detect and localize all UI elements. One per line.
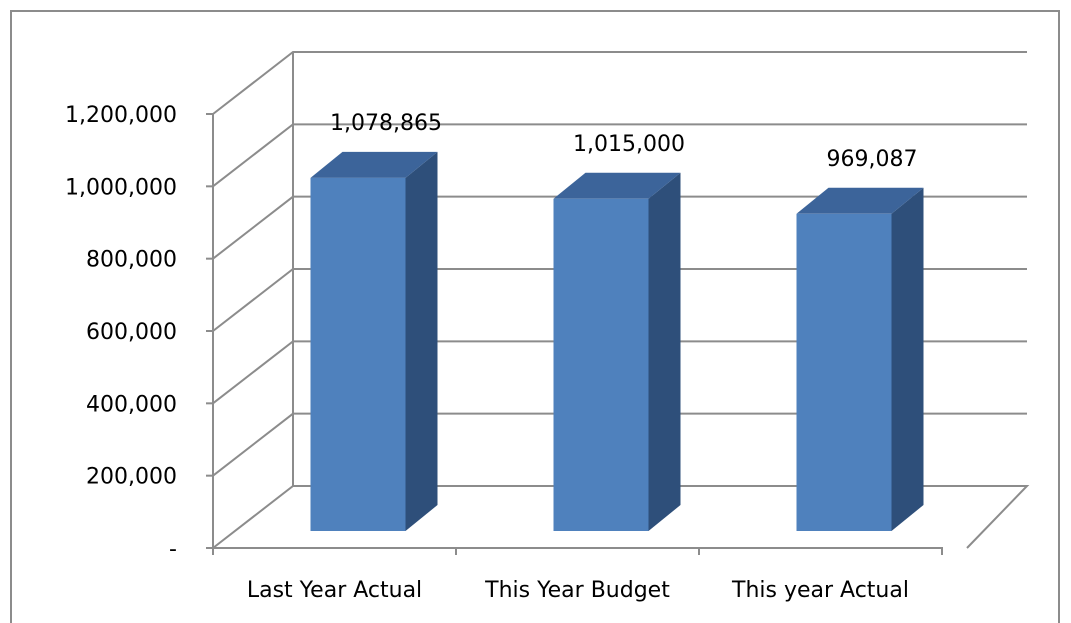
data-label: 1,078,865 bbox=[330, 111, 442, 136]
bar-side bbox=[405, 151, 438, 532]
y-tick-label: 800,000 bbox=[86, 248, 177, 273]
y-tick-label: 600,000 bbox=[86, 320, 177, 345]
bar-side bbox=[891, 187, 924, 531]
bars bbox=[310, 151, 924, 532]
x-tick-label: This year Actual bbox=[731, 578, 909, 603]
data-label: 969,087 bbox=[827, 147, 918, 172]
y-tick-label: 1,200,000 bbox=[65, 103, 177, 128]
bar bbox=[310, 151, 438, 532]
bar-side bbox=[648, 172, 681, 531]
gridline bbox=[212, 51, 1027, 115]
bar-front bbox=[796, 213, 892, 531]
bar bbox=[553, 172, 681, 531]
y-tick-label: - bbox=[169, 537, 177, 562]
y-tick-label: 400,000 bbox=[86, 392, 177, 417]
y-tick-label: 1,000,000 bbox=[65, 175, 177, 200]
y-tick-label: 200,000 bbox=[86, 465, 177, 490]
data-label: 1,015,000 bbox=[573, 132, 685, 157]
labels: - 200,000 400,000 600,000 800,000 1,000,000 1,… bbox=[65, 103, 917, 603]
bar-top bbox=[796, 187, 924, 214]
x-tick-label: This Year Budget bbox=[484, 578, 670, 603]
chart-frame bbox=[10, 10, 1060, 623]
gridlines bbox=[212, 51, 1030, 549]
bar-front bbox=[553, 198, 649, 531]
bar bbox=[796, 187, 924, 531]
bar-front bbox=[310, 177, 406, 532]
x-tick-label: Last Year Actual bbox=[247, 578, 422, 603]
bar-top bbox=[310, 151, 438, 178]
axes bbox=[206, 113, 943, 555]
bar-top bbox=[553, 172, 681, 199]
